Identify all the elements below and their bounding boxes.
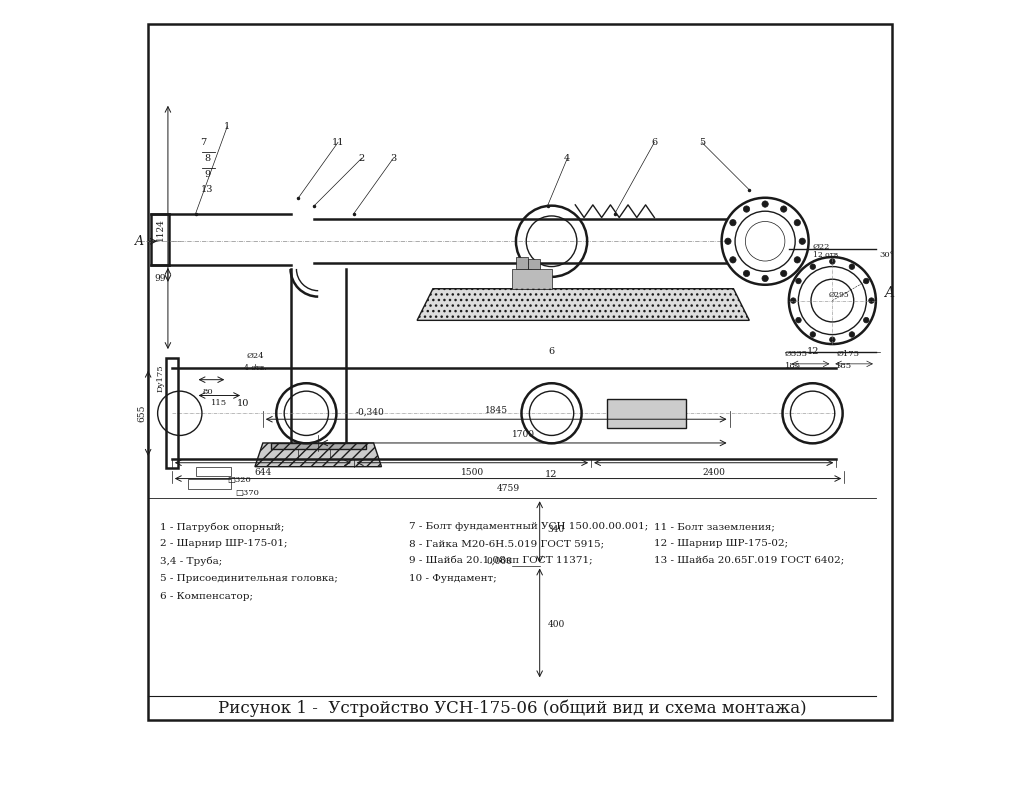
- Circle shape: [762, 201, 768, 207]
- Text: 6: 6: [549, 347, 555, 357]
- Circle shape: [829, 259, 836, 264]
- Text: 7: 7: [201, 138, 207, 147]
- Text: 30°: 30°: [880, 251, 895, 259]
- Text: 9: 9: [205, 169, 211, 179]
- Text: 4 отв.: 4 отв.: [244, 364, 266, 372]
- Text: 340: 340: [548, 525, 564, 535]
- Bar: [166, 358, 178, 468]
- Text: 1: 1: [224, 122, 230, 131]
- Circle shape: [863, 317, 869, 323]
- Bar: [151, 214, 170, 265]
- Circle shape: [743, 206, 750, 212]
- Text: 12 - Шарнир ШР-175-02;: 12 - Шарнир ШР-175-02;: [654, 539, 788, 548]
- Text: 3: 3: [390, 153, 396, 163]
- Bar: [607, 399, 686, 427]
- Text: 1500: 1500: [461, 468, 484, 477]
- Circle shape: [796, 278, 801, 284]
- Text: 4: 4: [564, 153, 570, 163]
- Text: 11: 11: [332, 138, 344, 147]
- Bar: [270, 443, 366, 449]
- Circle shape: [810, 264, 815, 270]
- Polygon shape: [255, 443, 382, 467]
- Text: Ø22: Ø22: [813, 243, 830, 252]
- Text: 1845: 1845: [484, 407, 508, 415]
- Bar: [187, 479, 231, 489]
- Polygon shape: [417, 289, 750, 320]
- Text: 185: 185: [784, 361, 801, 370]
- Circle shape: [780, 206, 786, 212]
- Text: 8 - Гайка М20-6Н.5.019 ГОСТ 5915;: 8 - Гайка М20-6Н.5.019 ГОСТ 5915;: [410, 539, 604, 548]
- Circle shape: [849, 331, 855, 337]
- Text: 6 - Компенсатор;: 6 - Компенсатор;: [160, 592, 253, 600]
- Text: 12 отв: 12 отв: [813, 251, 838, 259]
- Bar: [527, 259, 540, 269]
- Circle shape: [799, 238, 806, 244]
- Text: □320: □320: [227, 476, 251, 484]
- Circle shape: [863, 278, 869, 284]
- Text: 185: 185: [837, 361, 852, 370]
- Circle shape: [725, 238, 731, 244]
- Text: 5: 5: [698, 138, 705, 147]
- Text: 13: 13: [201, 185, 214, 195]
- Text: 99: 99: [154, 274, 166, 283]
- Bar: [196, 467, 231, 476]
- Text: 1 - Патрубок опорный;: 1 - Патрубок опорный;: [160, 522, 285, 532]
- Text: 7 - Болт фундаментный УСН 150.00.00.001;: 7 - Болт фундаментный УСН 150.00.00.001;: [410, 522, 648, 531]
- Text: A: A: [884, 286, 894, 300]
- Text: 2: 2: [358, 153, 365, 163]
- Text: 8: 8: [205, 153, 211, 163]
- Circle shape: [780, 271, 786, 277]
- Text: 3,4 - Труба;: 3,4 - Труба;: [160, 557, 222, 566]
- Text: 10: 10: [237, 399, 249, 408]
- Circle shape: [795, 256, 801, 263]
- Circle shape: [868, 298, 874, 304]
- Bar: [516, 257, 527, 269]
- Text: -0,340: -0,340: [355, 407, 384, 416]
- Text: 13 - Шайба 20.65Г.019 ГОСТ 6402;: 13 - Шайба 20.65Г.019 ГОСТ 6402;: [654, 557, 845, 566]
- Text: 80: 80: [202, 388, 213, 396]
- Text: 2400: 2400: [702, 468, 725, 477]
- Circle shape: [795, 220, 801, 226]
- Text: Ø335: Ø335: [784, 350, 808, 358]
- Text: Ø295: Ø295: [828, 290, 849, 299]
- Text: 10 - Фундамент;: 10 - Фундамент;: [410, 574, 497, 583]
- Text: □370: □370: [236, 489, 259, 497]
- Text: 1700: 1700: [512, 430, 536, 439]
- Text: A: A: [135, 235, 144, 248]
- Text: 12: 12: [806, 347, 819, 357]
- Text: 115: 115: [211, 399, 227, 407]
- Text: 2 - Шарнир ШР-175-01;: 2 - Шарнир ШР-175-01;: [160, 539, 288, 548]
- Text: 4759: 4759: [497, 484, 519, 493]
- Text: 9 - Шайба 20.1.08кп ГОСТ 11371;: 9 - Шайба 20.1.08кп ГОСТ 11371;: [410, 557, 593, 566]
- Bar: [148, 24, 892, 720]
- Text: 0,000: 0,000: [486, 557, 512, 566]
- Bar: [512, 269, 552, 289]
- Circle shape: [810, 331, 815, 337]
- Circle shape: [829, 337, 836, 343]
- Text: 644: 644: [254, 468, 271, 477]
- Circle shape: [730, 220, 736, 226]
- Text: 12: 12: [546, 470, 558, 479]
- Text: 11 - Болт заземления;: 11 - Болт заземления;: [654, 522, 775, 531]
- Text: Ø175: Ø175: [837, 350, 859, 358]
- Text: 655: 655: [137, 404, 146, 422]
- Circle shape: [730, 256, 736, 263]
- Circle shape: [791, 298, 796, 304]
- Circle shape: [743, 271, 750, 277]
- Circle shape: [762, 275, 768, 282]
- Circle shape: [796, 317, 801, 323]
- Circle shape: [849, 264, 855, 270]
- Text: Ø24: Ø24: [246, 352, 264, 360]
- Text: Dy175: Dy175: [156, 364, 164, 392]
- Text: 1124: 1124: [156, 218, 165, 240]
- Text: Рисунок 1 -  Устройство УСН-175-06 (общий вид и схема монтажа): Рисунок 1 - Устройство УСН-175-06 (общий…: [218, 699, 806, 717]
- Text: 6: 6: [651, 138, 657, 147]
- Text: 400: 400: [548, 620, 565, 630]
- Text: 5 - Присоединительная головка;: 5 - Присоединительная головка;: [160, 574, 338, 583]
